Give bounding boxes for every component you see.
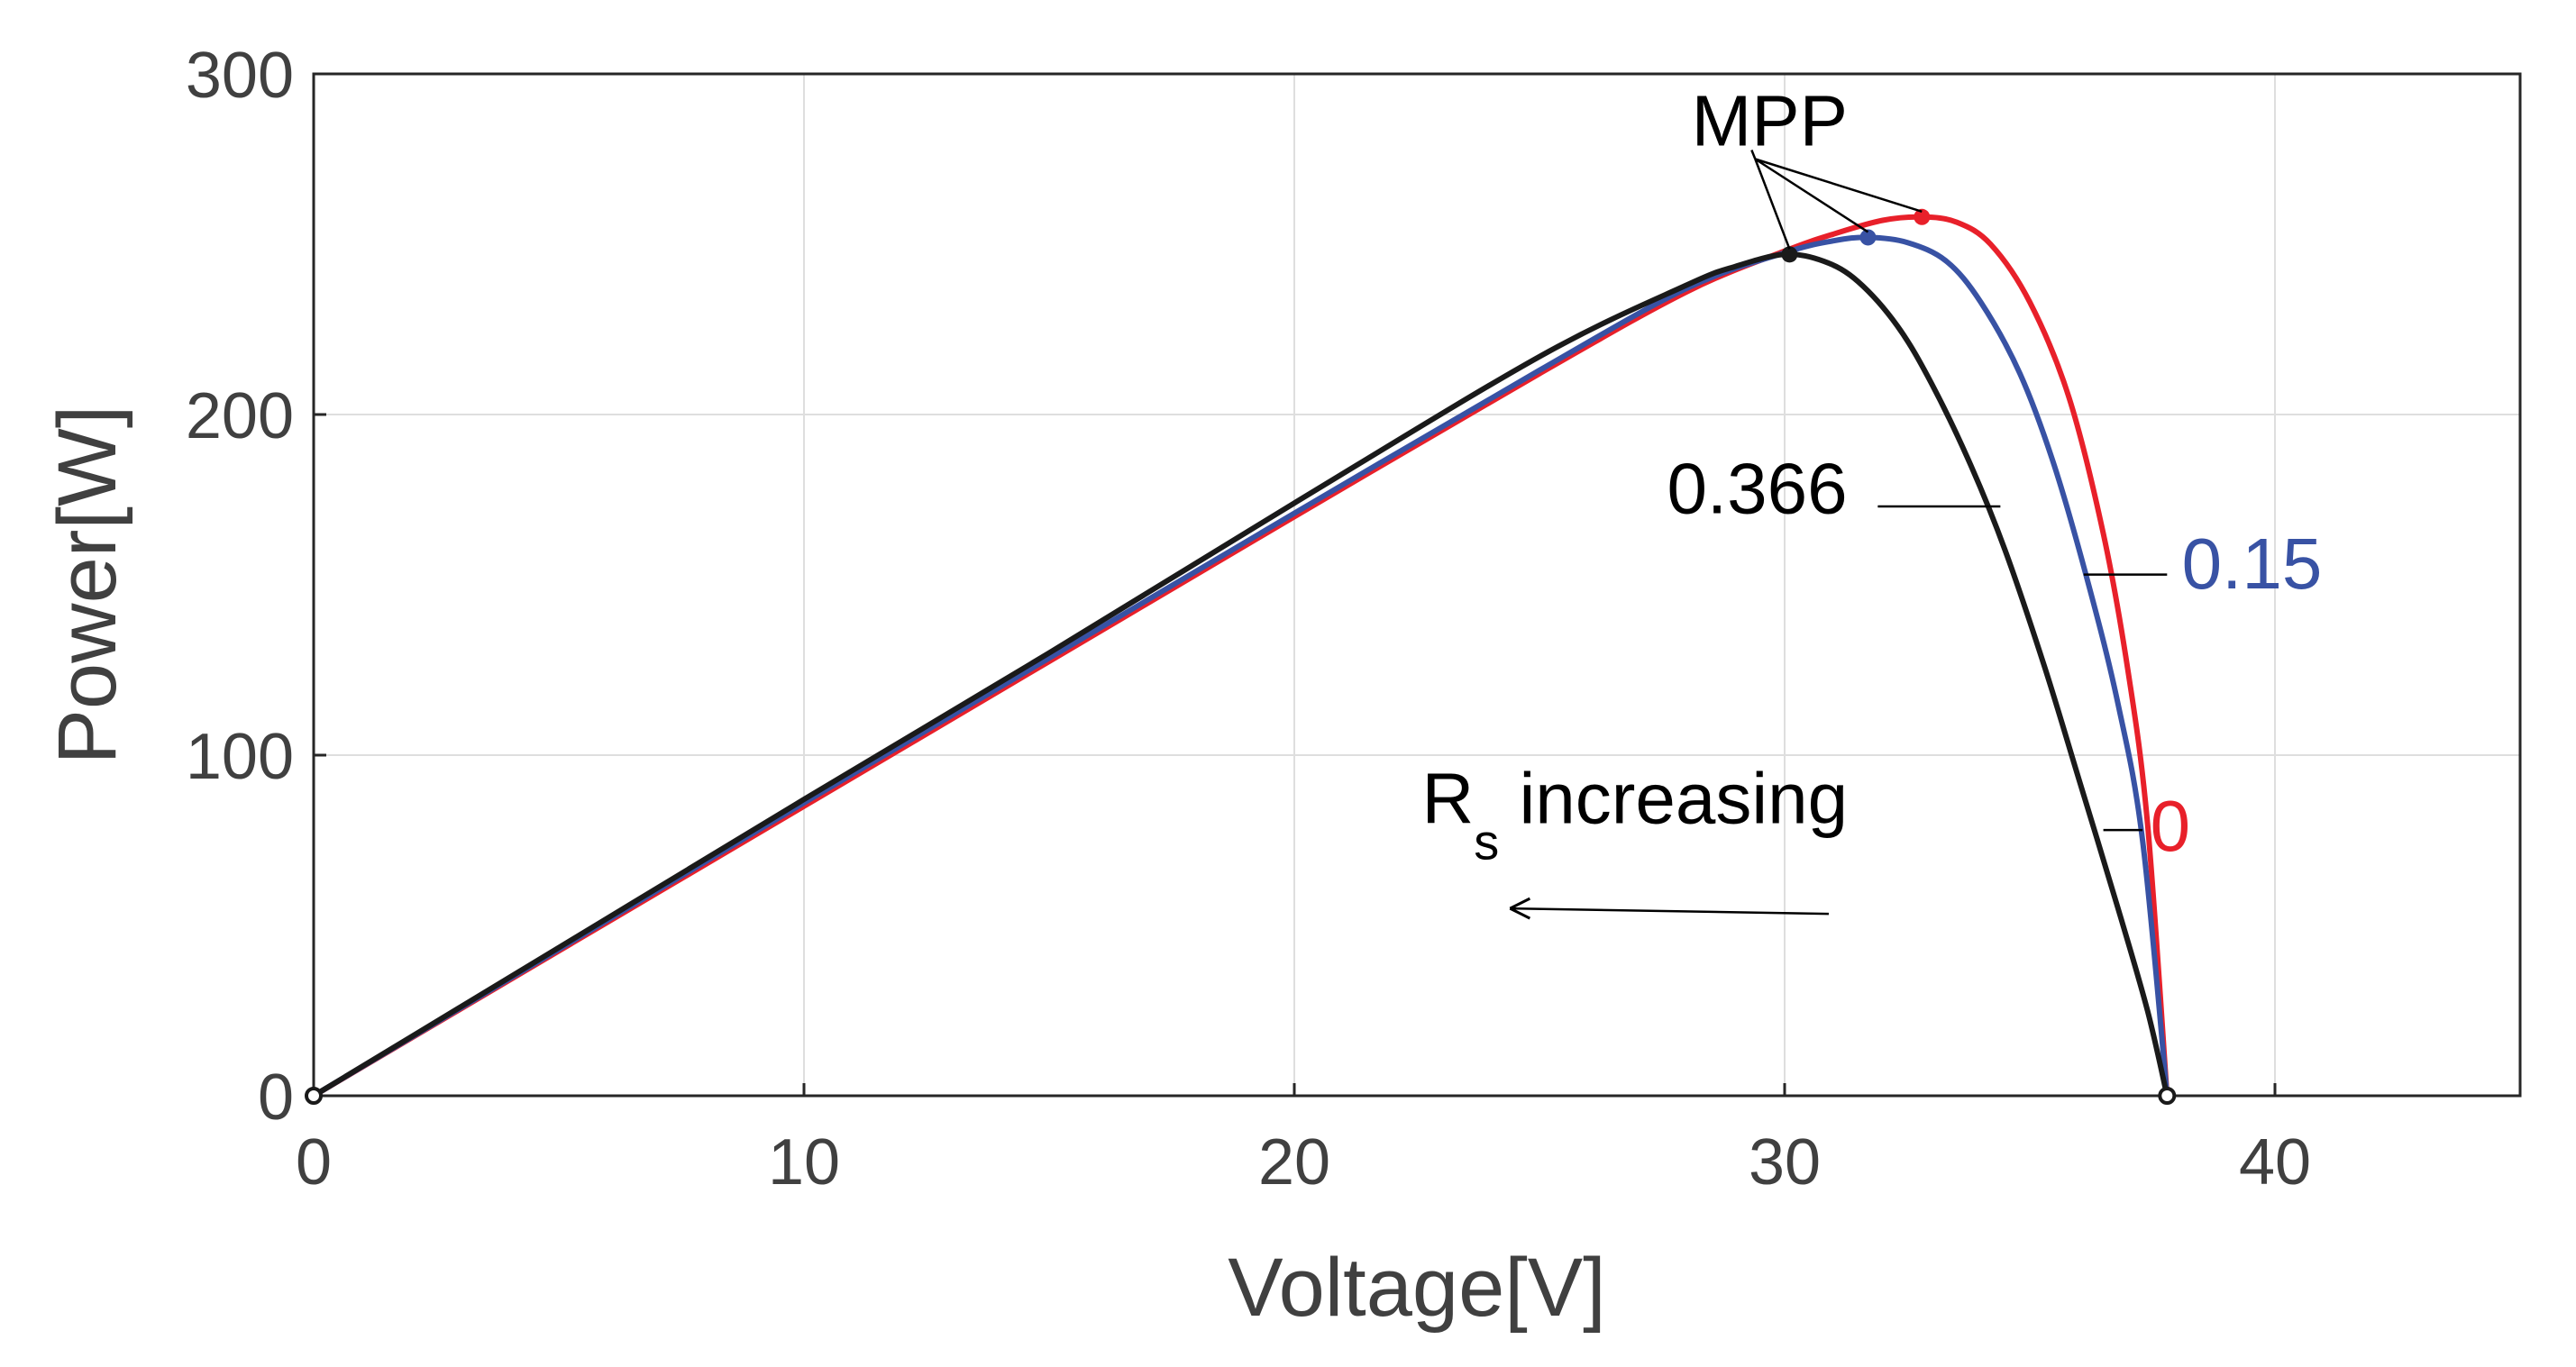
y-axis-label: Power[W] bbox=[41, 406, 133, 765]
mpp-leader-line bbox=[1754, 159, 1791, 250]
mpp-point-rs-0-366 bbox=[1781, 246, 1798, 263]
axes bbox=[312, 72, 2522, 1098]
mpp-label: MPP bbox=[1692, 80, 1848, 160]
x-axis-label: Voltage[V] bbox=[1228, 1242, 1605, 1334]
x-tick-label: 10 bbox=[768, 1126, 840, 1198]
rs-increasing-arrow bbox=[1510, 907, 1829, 916]
mpp-leader-line bbox=[1754, 158, 1869, 233]
y-tick-label: 0 bbox=[258, 1062, 294, 1134]
mpp-point-rs-0 bbox=[1914, 208, 1931, 225]
rs-increasing-label: Rs increasing bbox=[1421, 759, 1848, 870]
voc-point bbox=[2158, 1087, 2177, 1105]
series-label-0-15: 0.15 bbox=[2182, 524, 2323, 604]
series-line-rs-0-15 bbox=[311, 234, 2170, 1098]
series-line-rs-0 bbox=[311, 214, 2170, 1098]
annotations: MPP 0.366 0.15 0 Rs increasing bbox=[1421, 80, 2323, 920]
plot-frame bbox=[312, 72, 2522, 1098]
mpp-point-rs-0-15 bbox=[1859, 229, 1877, 246]
mpp-leader-line bbox=[1754, 158, 1923, 213]
y-tick-label: 100 bbox=[186, 721, 294, 793]
rs-increasing-text: increasing bbox=[1499, 759, 1848, 839]
series-label-0-366: 0.366 bbox=[1667, 449, 1847, 529]
series-line-rs-0-366 bbox=[311, 251, 2170, 1098]
x-tick-label: 20 bbox=[1258, 1126, 1330, 1198]
origin-point bbox=[305, 1087, 323, 1105]
y-tick-label: 200 bbox=[186, 380, 294, 452]
series bbox=[305, 208, 2177, 1105]
y-tick-label: 300 bbox=[186, 40, 294, 112]
x-tick-label: 30 bbox=[1749, 1126, 1821, 1198]
x-tick-label: 40 bbox=[2239, 1126, 2311, 1198]
tick-labels: 0 10 20 30 40 0 100 200 300 bbox=[186, 40, 2311, 1198]
x-tick-label: 0 bbox=[296, 1126, 332, 1198]
series-label-0: 0 bbox=[2151, 786, 2191, 866]
arrowhead-icon bbox=[1509, 897, 1531, 920]
rs-subscript: s bbox=[1474, 814, 1499, 870]
mpp-leader-tip bbox=[1750, 150, 1757, 159]
rs-symbol: R bbox=[1421, 759, 1474, 839]
